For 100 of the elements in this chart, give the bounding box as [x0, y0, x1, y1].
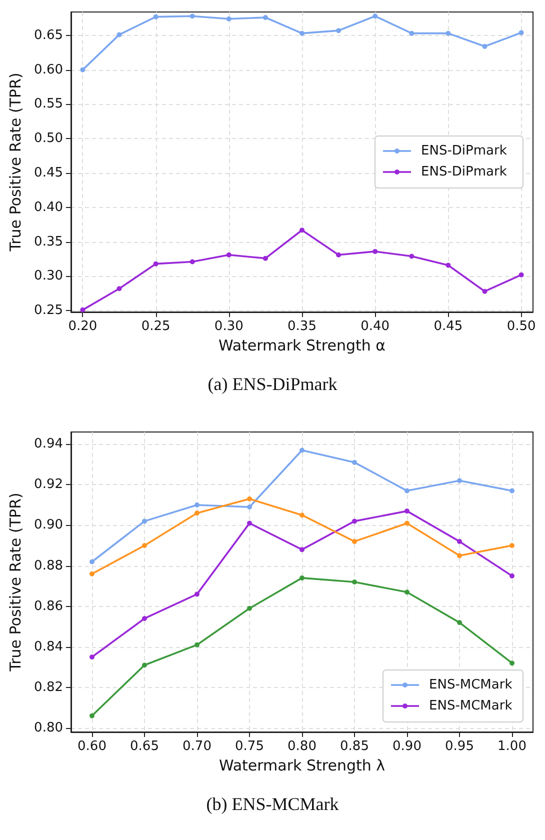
point	[352, 518, 357, 524]
point	[153, 14, 158, 20]
point	[80, 67, 86, 72]
x-tick-label: 0.70	[182, 739, 212, 754]
y-tick-label: 0.40	[34, 200, 63, 215]
point	[457, 553, 462, 558]
point	[457, 620, 462, 626]
y-tick-label: 0.25	[34, 303, 63, 318]
point	[194, 502, 200, 508]
y-tick-label: 0.90	[34, 518, 63, 533]
point	[142, 616, 147, 621]
point	[116, 32, 122, 38]
point	[300, 228, 304, 233]
point	[300, 512, 304, 518]
point	[80, 307, 86, 312]
point	[510, 660, 514, 666]
y-axis-title: True Positive Rate (TPR)	[6, 492, 24, 672]
point	[90, 654, 94, 660]
legend-label: ENS-MCMark	[429, 698, 513, 714]
point	[300, 30, 304, 36]
y-tick-label: 0.84	[34, 639, 63, 654]
x-tick-label: 0.65	[130, 739, 159, 754]
x-tick-label: 0.40	[360, 319, 390, 334]
point	[372, 248, 378, 254]
legend-label: ENS-MCMark	[429, 678, 513, 692]
point	[372, 14, 378, 19]
point	[142, 518, 147, 524]
y-tick-label: 0.88	[34, 558, 63, 574]
point	[404, 590, 410, 595]
y-tick-label: 0.35	[34, 234, 63, 250]
point	[409, 254, 414, 259]
point	[336, 252, 342, 258]
x-tick-label: 0.80	[288, 739, 316, 754]
x-tick-label: 0.85	[340, 739, 369, 754]
x-tick-label: 0.75	[235, 739, 264, 754]
point	[336, 28, 342, 34]
point	[190, 14, 195, 19]
point	[457, 478, 462, 484]
y-tick-label: 0.55	[34, 96, 63, 112]
point	[142, 662, 147, 668]
legend-label: ENS-DiPmark	[421, 144, 508, 158]
point	[90, 571, 94, 576]
point	[142, 543, 147, 548]
point	[404, 520, 410, 526]
point	[404, 488, 410, 494]
point	[153, 261, 158, 266]
point	[352, 538, 357, 544]
point	[194, 592, 200, 597]
point	[194, 642, 200, 648]
point	[446, 30, 451, 36]
point	[518, 272, 524, 278]
point	[404, 508, 410, 514]
x-tick-label: 1.00	[498, 739, 526, 754]
point	[352, 460, 357, 465]
y-tick-label: 0.82	[34, 680, 63, 695]
point	[446, 262, 451, 268]
point	[190, 259, 195, 264]
y-tick-label: 0.86	[34, 598, 63, 614]
point	[90, 713, 94, 718]
point	[226, 252, 232, 258]
point	[482, 44, 488, 49]
x-tick-label: 0.90	[392, 739, 422, 754]
point	[510, 543, 514, 548]
point	[247, 520, 252, 526]
y-tick-label: 0.94	[34, 436, 63, 452]
point	[457, 538, 462, 544]
x-axis-title: Watermark Strength α	[218, 336, 386, 354]
point	[518, 30, 524, 36]
x-tick-label: 0.20	[68, 319, 98, 334]
point	[247, 606, 252, 611]
point	[409, 30, 414, 36]
point	[300, 575, 304, 580]
x-tick-label: 0.95	[445, 739, 474, 754]
point	[247, 496, 252, 502]
x-tick-label: 0.45	[434, 319, 463, 334]
y-tick-label: 0.80	[34, 720, 63, 736]
point	[116, 286, 122, 292]
legend-label: ENS-DiPmark	[421, 164, 508, 180]
point	[247, 504, 252, 510]
point	[510, 488, 514, 494]
x-tick-label: 0.60	[78, 739, 106, 754]
x-tick-label: 0.50	[506, 319, 536, 334]
y-axis-title: True Positive Rate (TPR)	[6, 72, 24, 252]
point	[300, 547, 304, 552]
point	[226, 16, 232, 22]
y-tick-label: 0.92	[34, 477, 63, 492]
text: (a) ENS-DiPmark	[208, 374, 338, 394]
x-tick-label: 0.25	[141, 319, 170, 334]
y-tick-label: 0.60	[34, 62, 63, 78]
point	[262, 15, 268, 20]
y-tick-label: 0.65	[34, 28, 63, 43]
point	[300, 448, 304, 453]
x-tick-label: 0.30	[214, 319, 244, 334]
y-tick-label: 0.50	[34, 131, 63, 146]
x-tick-label: 0.35	[288, 319, 316, 334]
point	[482, 288, 488, 294]
point	[352, 580, 357, 584]
point	[262, 256, 268, 261]
y-tick-label: 0.30	[34, 268, 63, 284]
text: (b) ENS-MCMark	[206, 794, 339, 814]
